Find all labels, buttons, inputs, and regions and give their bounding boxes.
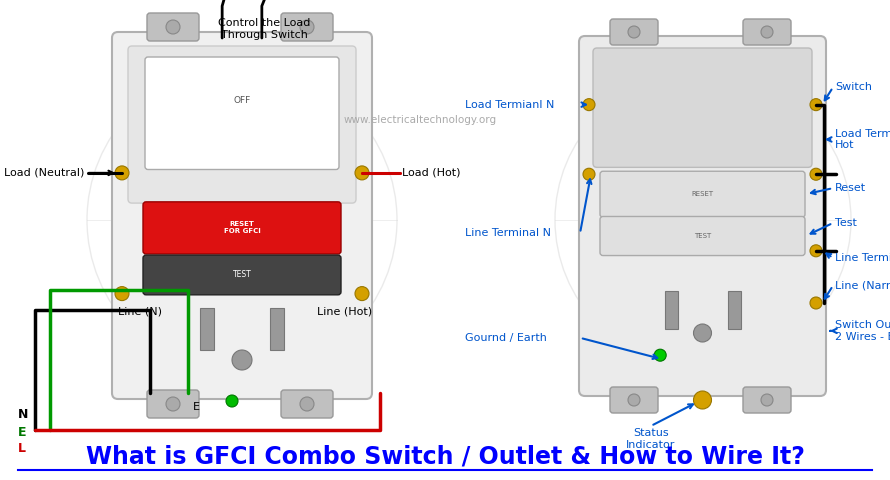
FancyBboxPatch shape [281,390,333,418]
Circle shape [810,297,822,309]
Circle shape [355,287,369,300]
Text: Test: Test [835,218,857,228]
FancyBboxPatch shape [593,48,812,168]
Circle shape [693,324,711,342]
Circle shape [583,168,595,180]
Text: N: N [18,408,28,421]
Text: E: E [192,402,199,412]
Circle shape [810,245,822,257]
Circle shape [583,99,595,110]
Text: Line (Hot): Line (Hot) [318,306,373,316]
Circle shape [300,20,314,34]
Circle shape [810,99,822,110]
Circle shape [115,287,129,300]
FancyBboxPatch shape [610,387,658,413]
Text: Gournd / Earth: Gournd / Earth [465,333,546,343]
Text: RESET
FOR GFCI: RESET FOR GFCI [223,221,261,234]
FancyBboxPatch shape [743,19,791,45]
Text: Control the Load
Through Switch: Control the Load Through Switch [218,18,311,40]
Circle shape [628,394,640,406]
FancyBboxPatch shape [143,255,341,295]
FancyBboxPatch shape [743,387,791,413]
Text: www.electricaltechnology.org: www.electricaltechnology.org [344,115,497,125]
Text: OFF: OFF [233,96,251,105]
Circle shape [232,350,252,370]
Text: TEST: TEST [694,233,711,239]
Circle shape [693,391,711,409]
FancyBboxPatch shape [112,32,372,399]
Circle shape [355,166,369,180]
Text: Reset: Reset [835,183,866,193]
Circle shape [761,26,773,38]
FancyBboxPatch shape [600,216,805,255]
Circle shape [226,395,238,407]
Text: Status
Indicator: Status Indicator [626,428,676,450]
Text: Load (Neutral): Load (Neutral) [4,168,85,178]
FancyBboxPatch shape [610,19,658,45]
Bar [200,308,214,350]
Text: Load Termianl
Hot: Load Termianl Hot [835,129,890,150]
FancyBboxPatch shape [147,13,199,41]
Text: Switch Output
2 Wires - Back Side: Switch Output 2 Wires - Back Side [835,320,890,342]
Bar [727,291,740,329]
Circle shape [115,166,129,180]
Circle shape [166,397,180,411]
Circle shape [628,26,640,38]
Text: Load (Hot): Load (Hot) [402,168,460,178]
Circle shape [166,20,180,34]
FancyBboxPatch shape [145,57,339,169]
Circle shape [654,349,667,361]
Text: E: E [18,425,27,439]
Bar [665,291,677,329]
FancyBboxPatch shape [281,13,333,41]
FancyBboxPatch shape [600,171,805,217]
Text: What is GFCI Combo Switch / Outlet & How to Wire It?: What is GFCI Combo Switch / Outlet & How… [85,444,805,468]
Text: Load Termianl N: Load Termianl N [465,100,554,109]
Circle shape [761,394,773,406]
Text: RESET: RESET [692,191,714,197]
FancyBboxPatch shape [579,36,826,396]
Text: Line (N): Line (N) [118,306,162,316]
FancyBboxPatch shape [128,46,356,203]
Text: Line Terminal Hot: Line Terminal Hot [835,253,890,263]
Text: L: L [18,442,26,455]
Bar [270,308,284,350]
Text: Line Terminal N: Line Terminal N [465,228,551,239]
Circle shape [300,397,314,411]
Circle shape [810,168,822,180]
FancyBboxPatch shape [147,390,199,418]
Text: Line (Narrow): Line (Narrow) [835,281,890,290]
FancyBboxPatch shape [143,202,341,254]
Text: Switch: Switch [835,82,872,92]
Text: TEST: TEST [232,270,251,278]
